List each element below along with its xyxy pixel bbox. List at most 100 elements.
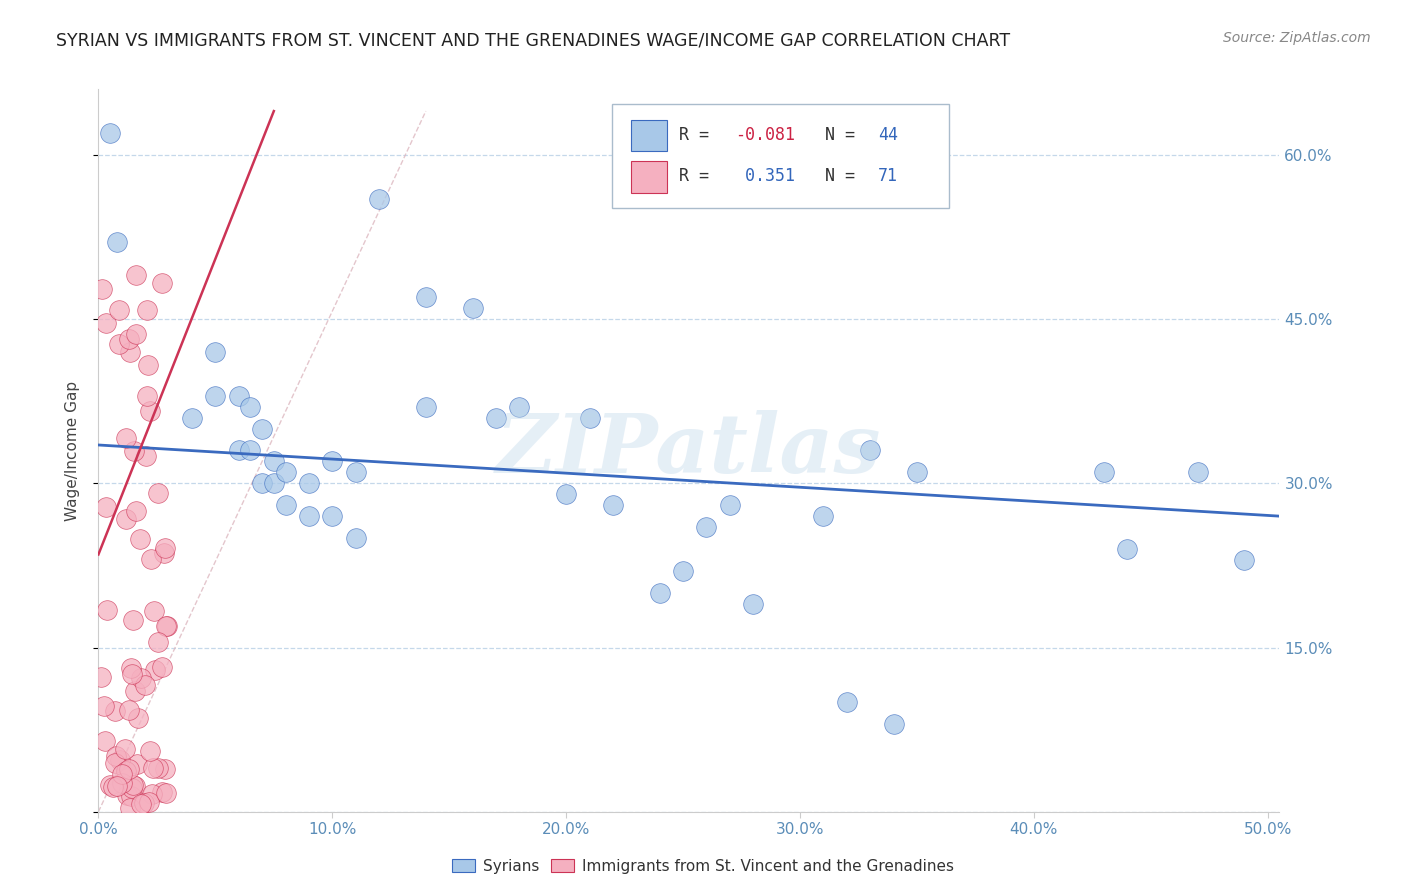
Point [344,466,367,480]
Point [93,699,115,714]
Point [122,443,145,458]
FancyBboxPatch shape [612,103,949,209]
Point [138,744,160,758]
Point [672,564,695,578]
Point [508,400,530,414]
Point [120,345,142,359]
Point [127,756,149,771]
Point [94,316,117,330]
Point [122,778,145,792]
Point [114,431,136,445]
Point [121,666,143,681]
Point [239,443,262,458]
FancyBboxPatch shape [631,120,666,152]
Point [104,756,127,770]
Point [125,268,148,282]
Point [648,586,671,600]
Point [141,787,163,801]
Point [718,498,741,512]
Point [555,487,578,501]
Point [228,443,250,458]
Point [129,797,152,811]
Point [1233,553,1256,567]
Point [139,551,162,566]
Point [134,678,156,692]
Point [146,486,169,500]
Point [250,421,273,435]
Point [239,400,262,414]
Text: N =: N = [825,126,865,144]
Text: -0.081: -0.081 [735,126,794,144]
Point [415,400,437,414]
Point [136,303,159,318]
Point [813,509,835,524]
Point [344,531,367,545]
Point [135,449,157,463]
Point [148,635,170,649]
Point [321,509,343,524]
Point [155,786,177,800]
Point [118,332,141,346]
Point [111,767,134,781]
Point [131,672,153,686]
Point [228,389,250,403]
Point [153,546,176,560]
Text: N =: N = [825,167,865,185]
Point [181,410,204,425]
Point [1092,466,1115,480]
Point [143,663,166,677]
Point [118,801,141,815]
Point [153,762,176,776]
Point [152,785,174,799]
Point [115,788,138,802]
Text: ZIPatlas: ZIPatlas [496,410,882,491]
Point [1187,466,1209,480]
Point [150,276,173,290]
Point [115,512,138,526]
Point [415,290,437,304]
Point [114,742,136,756]
Point [124,779,146,793]
Point [742,597,765,611]
Point [142,604,165,618]
Point [120,789,142,803]
Text: R =: R = [679,126,720,144]
Point [98,126,121,140]
Point [155,619,177,633]
Point [128,533,150,547]
Point [461,301,484,315]
Point [94,734,117,748]
Point [859,443,882,458]
Point [125,504,148,518]
Point [110,753,132,767]
Point [368,192,391,206]
Point [695,520,717,534]
Point [118,762,141,776]
Point [139,404,162,418]
Point [105,235,128,250]
Point [121,781,143,796]
Point [250,476,273,491]
Point [101,780,124,794]
Point [111,775,134,789]
Point [263,454,285,468]
Point [121,661,143,675]
Text: 44: 44 [877,126,898,144]
Point [96,602,118,616]
Point [298,476,321,491]
Point [156,619,179,633]
Point [132,797,155,811]
Point [204,345,226,359]
Point [578,410,600,425]
Point [152,660,174,674]
Point [835,695,858,709]
FancyBboxPatch shape [631,161,666,193]
Point [105,749,128,764]
Point [91,282,114,296]
Point [136,358,159,372]
Point [108,302,131,317]
Point [105,779,128,793]
Point [108,337,131,351]
Text: SYRIAN VS IMMIGRANTS FROM ST. VINCENT AND THE GRENADINES WAGE/INCOME GAP CORRELA: SYRIAN VS IMMIGRANTS FROM ST. VINCENT AN… [56,31,1011,49]
Point [127,711,149,725]
